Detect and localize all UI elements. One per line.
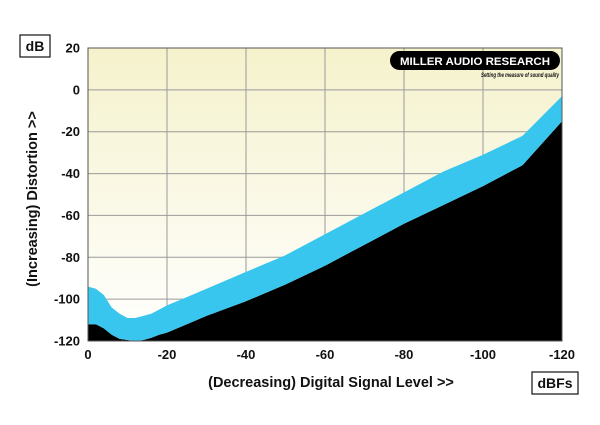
x-axis-ticks: 0 -20 -40 -60 -80 -100 -120 [84,347,575,362]
y-tick-label: -40 [61,166,80,181]
x-tick-label: -120 [549,347,575,362]
logo: MILLER AUDIO RESEARCH Setting the measur… [390,51,560,79]
y-tick-label: -120 [54,334,80,349]
logo-badge [390,51,560,70]
plot-frame [87,47,563,342]
y-tick-label: -20 [61,124,80,139]
y-tick-label: -80 [61,250,80,265]
x-tick-label: -60 [316,347,335,362]
logo-brand-text: MILLER AUDIO RESEARCH [400,56,550,68]
y-unit-frame [19,34,51,58]
y-axis-ticks: 20 0 -20 -40 -60 -80 -100 -120 [54,41,80,349]
y-tick-label: 0 [73,82,80,97]
x-tick-label: 0 [84,347,91,362]
y-unit-label: dB [26,38,45,54]
x-tick-label: -20 [158,347,177,362]
y-axis-title: (Increasing) Distortion >> [25,111,41,287]
y-tick-label: -60 [61,208,80,223]
x-unit-frame [531,371,579,395]
logo-tagline: Setting the measure of sound quality [481,73,559,79]
y-tick-label: -100 [54,292,80,307]
x-axis-title: (Decreasing) Digital Signal Level >> [208,375,454,391]
x-tick-label: -80 [395,347,414,362]
y-tick-label: 20 [66,41,80,56]
x-tick-label: -40 [237,347,256,362]
x-unit-label: dBFs [538,375,573,391]
area-below-distortion [88,121,562,341]
x-tick-label: -100 [470,347,496,362]
x-unit-box: dBFs [531,371,579,395]
y-unit-box: dB [19,34,51,58]
